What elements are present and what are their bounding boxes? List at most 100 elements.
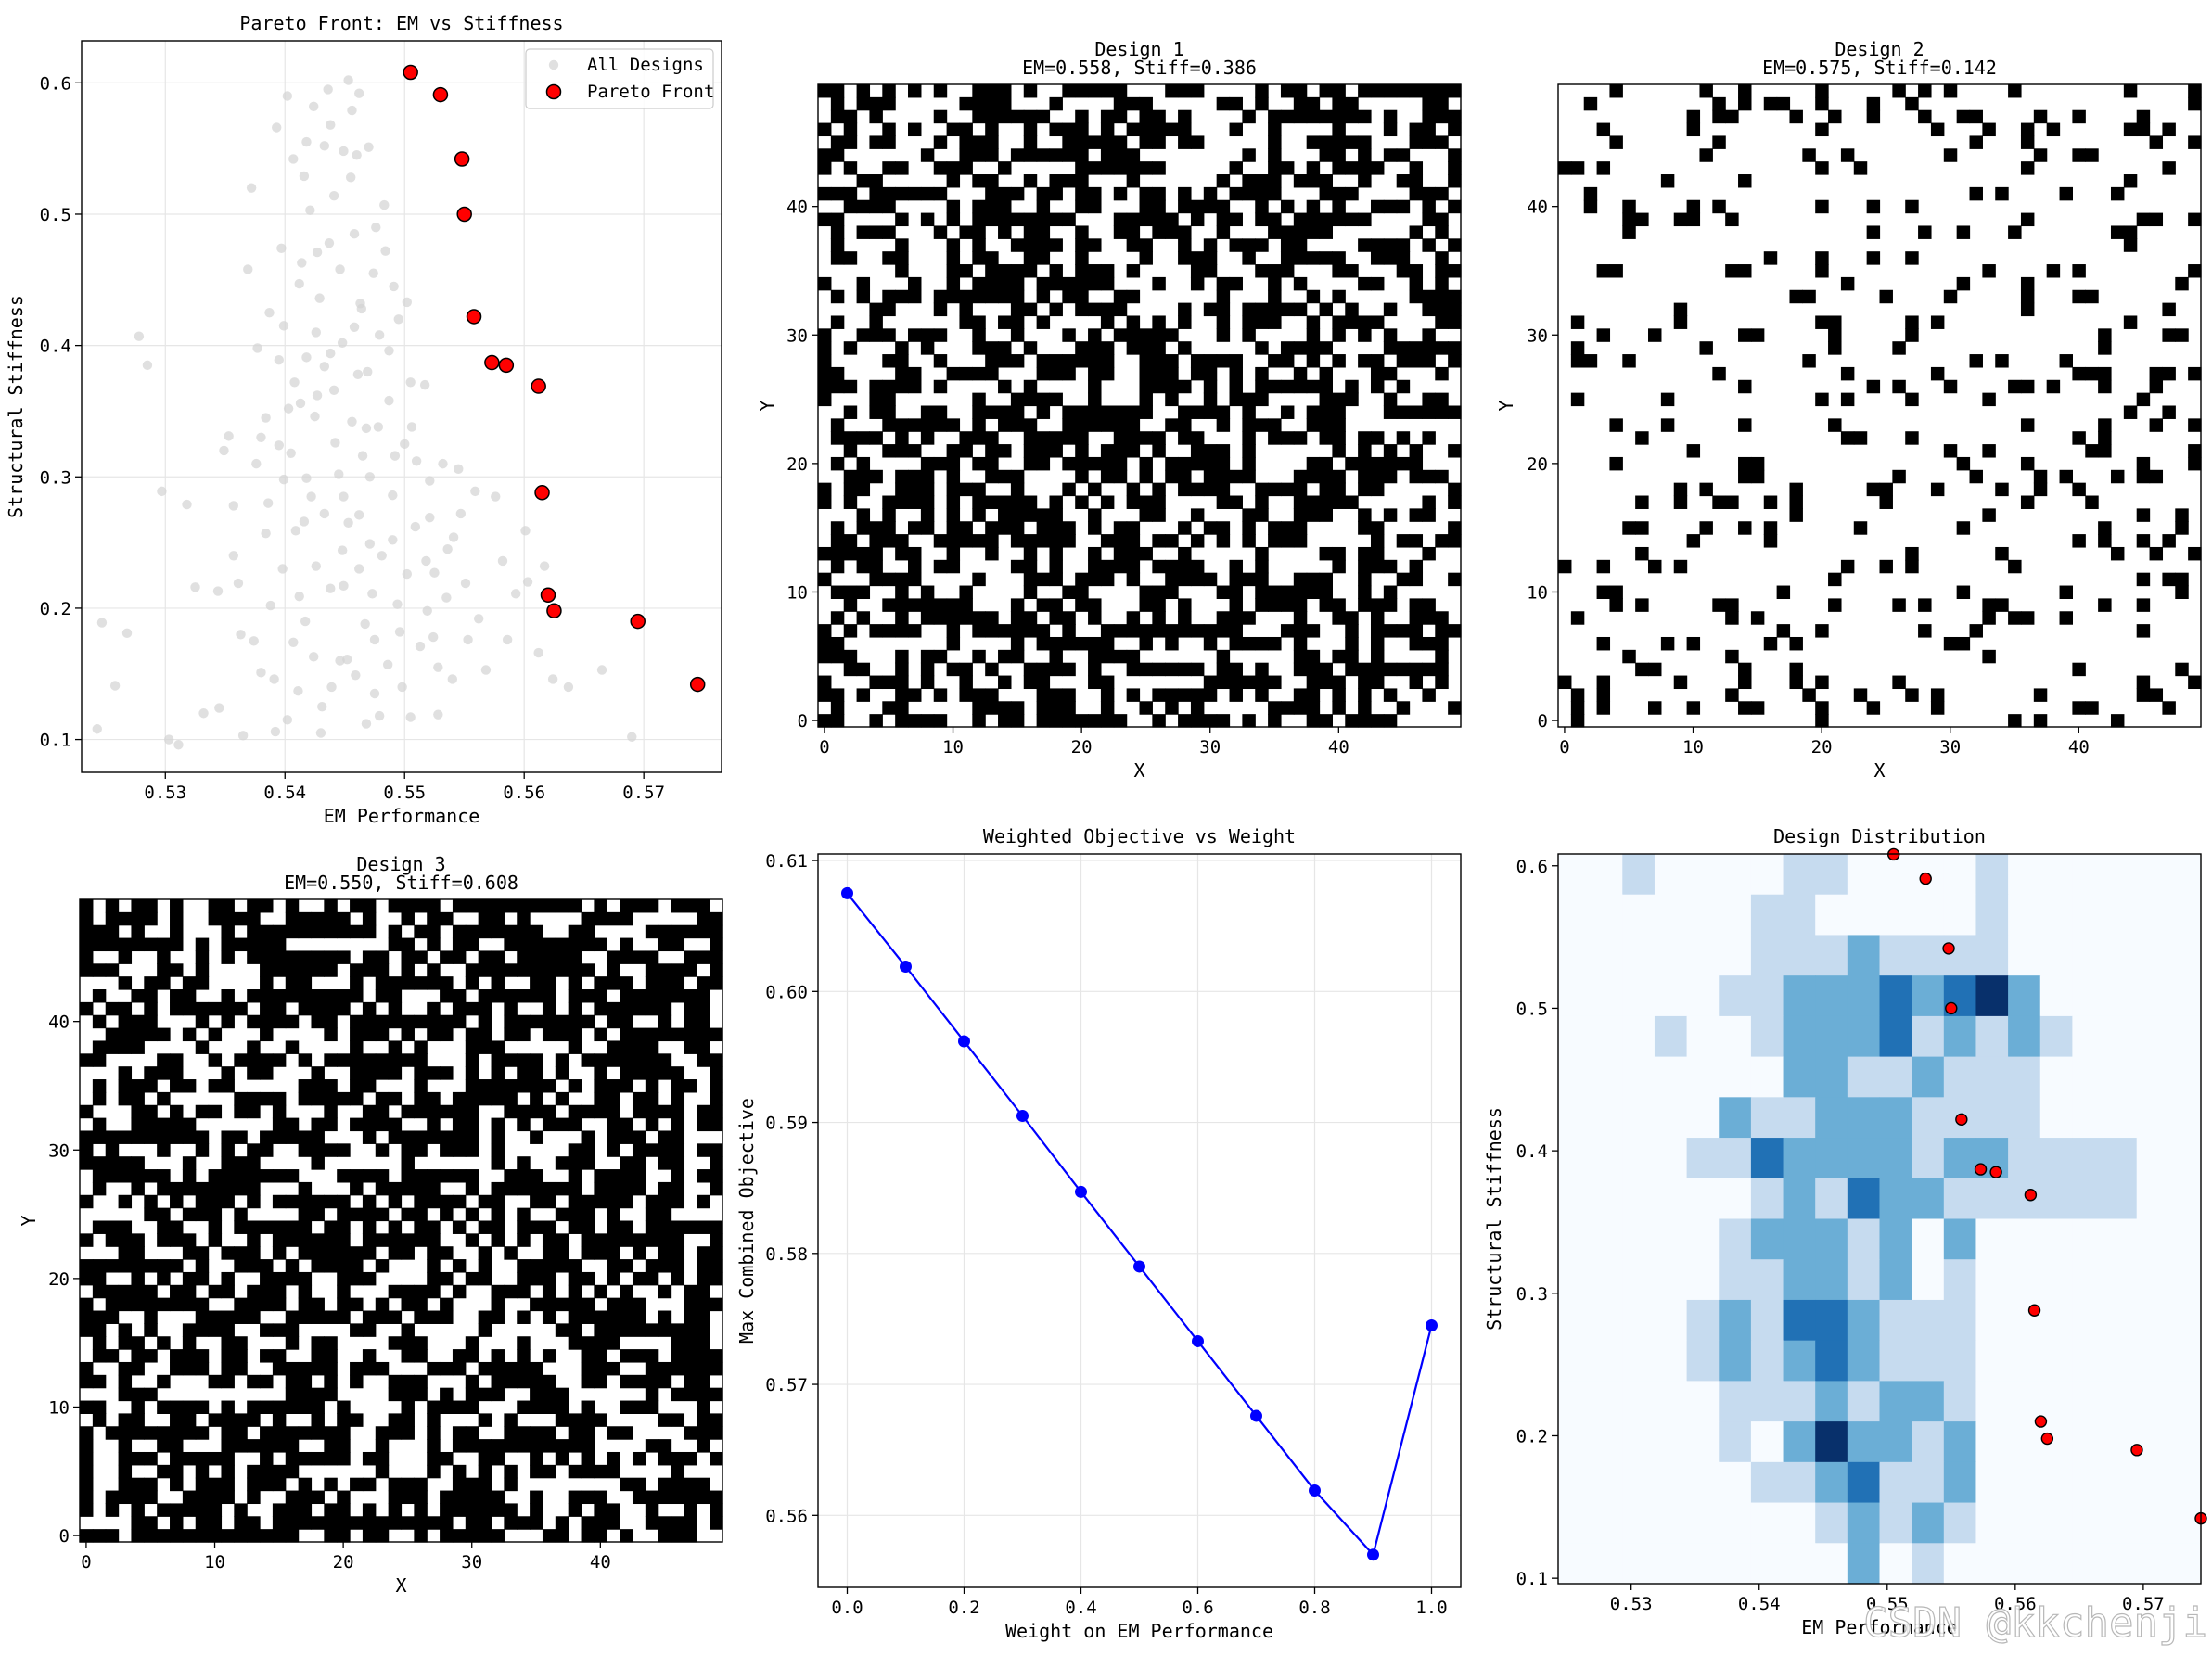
design-2-cell [2008,379,2022,394]
design-3-cell [542,937,556,952]
design-3-cell [221,1477,235,1492]
weighted-y-tick-label: 0.58 [765,1244,808,1265]
design-3-cell [80,1503,94,1517]
distribution-cells [1558,854,2202,1585]
design-2-cell [1840,392,1855,407]
design-3-cell [311,1117,325,1132]
design-2-x-tick-label: 0 [1559,737,1569,758]
design-3-cell [452,1194,467,1209]
design-1-cell [1396,624,1411,638]
design-2-cell [1918,598,1932,612]
design-1-cell [856,508,871,522]
design-3-cell [594,1246,607,1260]
design-2-cell [2020,302,2035,317]
design-2-cell [1956,585,1971,599]
design-3-cell [645,1066,659,1080]
design-1-cell [1100,418,1115,432]
design-3-cell [581,1246,595,1260]
design-3-cell [414,1014,428,1029]
design-3-cell [440,1490,454,1505]
design-1-cell [1113,534,1128,548]
design-1-cell [1023,611,1038,625]
design-3-cell [298,1361,313,1376]
design-1-cell [1190,688,1205,702]
design-3-cell [362,1001,377,1016]
design-1-cell [1139,508,1153,522]
design-3-cell [491,1040,505,1054]
design-2-cell [1725,598,1739,612]
design-3-cell [324,1349,338,1363]
design-3-cell [710,924,723,939]
design-2-cell [2008,559,2022,574]
design-3-cell [157,1336,171,1350]
all-designs-point [447,674,458,684]
design-1-cell [1396,405,1411,419]
design-1-cell [1062,636,1076,651]
design-1-cell [1448,405,1462,419]
design-1-cell [882,354,896,368]
design-3-cell [311,1297,325,1312]
design-2-cell [1918,84,1932,98]
design-1-cell [1383,598,1398,612]
design-3-cell [440,950,454,964]
design-1-cell [843,122,858,137]
distribution-cell [2168,935,2202,976]
design-1-cell [959,96,973,111]
design-3-cell [710,1143,723,1157]
distribution-cell [1622,1178,1656,1219]
all-designs-point [256,432,266,442]
design-1-cell [1203,186,1218,201]
design-2-cell [2110,546,2125,561]
distribution-cell [2039,1097,2073,1139]
design-1-cell [869,572,883,587]
design-3-cell [517,1053,531,1067]
all-designs-point [433,662,443,672]
design-3-cell [324,1091,338,1106]
design-1-cell [1139,199,1153,214]
design-2-cell [1879,289,1893,304]
design-3-cell [491,1091,505,1106]
design-1-cell [1075,714,1089,728]
design-1-cell [1190,431,1205,445]
design-3-cell [697,1426,710,1440]
design-1-cell [895,495,909,509]
design-3-cell [594,1066,607,1080]
distribution-cell [1622,1381,1656,1422]
design-3-cell [401,1233,415,1247]
design-2-cell [1943,379,1958,394]
design-1-cell [1023,572,1038,587]
design-3-cell [697,1387,710,1402]
design-1-cell [1152,328,1166,342]
design-1-cell [1178,405,1192,419]
design-1-cell [1165,418,1179,432]
design-1-cell [1075,636,1089,651]
design-1-cell [1358,482,1372,497]
design-1-cell [1010,212,1025,227]
design-1-cell [1049,611,1063,625]
design-1-cell [1255,302,1269,317]
design-3-cell [221,899,235,913]
design-3-cell [568,1426,582,1440]
distribution-cell [1654,1543,1688,1585]
all-designs-point [374,710,385,721]
design-1-cell [1062,431,1076,445]
all-designs-point [402,568,413,580]
design-3-cell [504,1503,518,1517]
design-3-cell [620,1181,633,1196]
distribution-cell [1975,1178,2009,1219]
design-2-cell [2136,534,2151,548]
all-designs-point [182,499,192,510]
design-1-cell [933,186,948,201]
distribution-xlabel: EM Performance [1801,1616,1958,1638]
design-1-cell [1358,212,1372,227]
distribution-cell [2168,1340,2202,1382]
design-3-cell [260,1349,274,1363]
design-2-y-tick-label: 20 [1527,454,1548,475]
design-1-cell [998,161,1012,175]
design-2-cell [1789,662,1803,677]
design-3-cell [324,899,338,913]
design-1-cell [1190,482,1205,497]
design-1-cell [1435,212,1449,227]
design-1-cell [843,598,858,612]
design-2-cell [2072,701,2086,715]
